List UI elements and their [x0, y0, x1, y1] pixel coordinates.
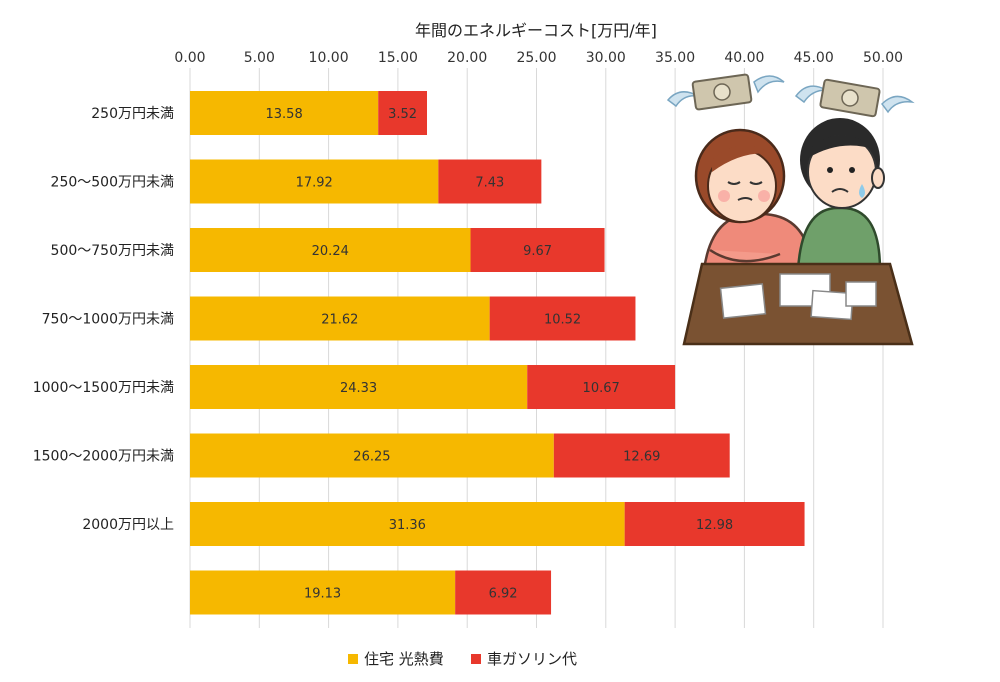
x-tick-label: 10.00: [309, 50, 349, 66]
data-label: 24.33: [340, 381, 377, 396]
data-label: 17.92: [296, 176, 333, 191]
data-label: 19.13: [304, 587, 341, 602]
legend-swatch: [348, 654, 358, 664]
desk: [682, 262, 914, 346]
x-tick-label: 25.00: [516, 50, 556, 66]
legend: 住宅 光熱費 車ガソリン代: [348, 650, 577, 668]
data-label: 7.43: [475, 176, 504, 191]
category-labels: 250万円未満 250～500万円未満 500～750万円未満 750～1000万円未…: [33, 106, 174, 533]
data-label: 21.62: [321, 313, 358, 328]
x-axis-title: 年間のエネルギーコスト[万円/年]: [415, 21, 657, 40]
bar-segment: [470, 228, 605, 272]
x-tick-label: 50.00: [863, 50, 903, 66]
data-label: 10.52: [544, 313, 581, 328]
woman-figure: [694, 128, 814, 272]
category-label: 750～1000万円未満: [42, 312, 174, 328]
bar-segment: [527, 365, 676, 409]
man-figure: [796, 118, 885, 272]
bar-segment: [438, 159, 542, 204]
data-label: 6.92: [489, 587, 518, 602]
x-tick-labels: 0.00 5.00 10.00 15.00 20.00 25.00 30.00 35.00 40…: [174, 50, 903, 66]
category-label: 2000万円以上: [82, 517, 174, 533]
category-label: 250万円未満: [91, 106, 174, 122]
bar-segment: [190, 91, 379, 135]
bar-segment: [190, 570, 456, 615]
bar-groups: 13.58 3.52 17.92 7.43 20.24 9.67 21.62 10.52 24.…: [190, 91, 805, 615]
bar-segment: [190, 502, 625, 546]
bar-segment: [455, 570, 552, 615]
bar-segment: [489, 296, 636, 341]
bar-segment: [553, 433, 730, 478]
category-label: 500～750万円未満: [51, 243, 174, 259]
x-tick-label: 15.00: [378, 50, 418, 66]
x-tick-label: 20.00: [447, 50, 487, 66]
data-label: 20.24: [312, 244, 349, 259]
data-label: 12.98: [696, 518, 733, 533]
category-label: 1000～1500万円未満: [33, 380, 174, 396]
legend-swatch: [471, 654, 481, 664]
bar-segment: [624, 502, 805, 546]
bar-segment: [190, 296, 490, 341]
x-tick-label: 35.00: [655, 50, 695, 66]
data-label: 3.52: [388, 107, 417, 122]
data-label: 31.36: [389, 518, 426, 533]
legend-label: 車ガソリン代: [487, 650, 577, 668]
flying-money-left-icon: [666, 73, 785, 111]
bar-segment: [190, 159, 439, 204]
x-tick-label: 45.00: [794, 50, 834, 66]
category-label: 1500～2000万円未満: [33, 449, 174, 465]
data-label: 13.58: [266, 107, 303, 122]
x-tick-label: 0.00: [174, 50, 205, 66]
flying-money-right-icon: [794, 78, 915, 118]
worried-couple-flying-money-icon: [666, 73, 915, 346]
x-tick-label: 5.00: [244, 50, 275, 66]
bar-segment: [190, 228, 471, 272]
x-tick-label: 40.00: [724, 50, 764, 66]
x-tick-label: 30.00: [586, 50, 626, 66]
data-label: 10.67: [583, 381, 620, 396]
legend-label: 住宅 光熱費: [364, 650, 444, 668]
data-label: 9.67: [523, 244, 552, 259]
category-label: 250～500万円未満: [51, 175, 174, 191]
bar-segment: [378, 91, 428, 135]
bar-segment: [190, 365, 528, 409]
data-label: 12.69: [623, 450, 660, 465]
bar-segment: [190, 433, 554, 478]
data-label: 26.25: [353, 450, 390, 465]
